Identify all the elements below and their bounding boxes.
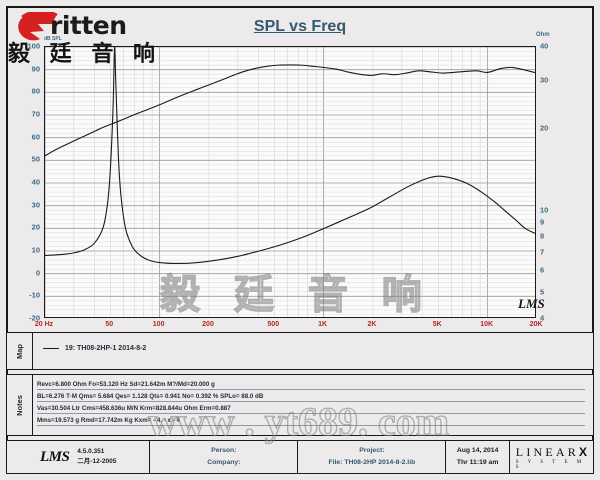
y-tick-left: 50 bbox=[31, 154, 40, 164]
footer-project-cell[interactable]: Project: File: TH08-2HP 2014-8-2.lib bbox=[298, 441, 447, 473]
y-tick-left: 30 bbox=[31, 200, 40, 210]
chart-legend[interactable]: 19: TH08-2HP-1 2014-8-2 bbox=[43, 345, 146, 352]
chart-plot-area bbox=[44, 46, 536, 318]
notes-panel-label: Notes bbox=[7, 375, 33, 435]
x-tick: 20 Hz bbox=[34, 321, 54, 328]
y-tick-left: 100 bbox=[27, 41, 40, 51]
footer-version-block: 4.5.0.351 二月-12-2005 bbox=[77, 447, 116, 467]
y-tick-left: 80 bbox=[31, 86, 40, 96]
map-label-text: Map bbox=[15, 343, 24, 359]
footer-version: 4.5.0.351 bbox=[77, 448, 105, 456]
lms-signature-mark: LMS bbox=[518, 296, 545, 311]
x-tick: 2K bbox=[367, 321, 377, 328]
footer-project-label: Project: bbox=[359, 447, 385, 455]
notes-label-text: Notes bbox=[15, 394, 24, 416]
y-tick-right: 10 bbox=[540, 205, 549, 215]
y-tick-left: 0 bbox=[35, 268, 40, 278]
footer-person-label: Person: bbox=[211, 447, 237, 455]
y-tick-left: 60 bbox=[31, 132, 40, 142]
vendor-name: LINEARX bbox=[516, 445, 587, 460]
footer-bar: LMS 4.5.0.351 二月-12-2005 Person: Company… bbox=[6, 440, 594, 474]
x-tick: 500 bbox=[267, 321, 280, 328]
footer-datetime-cell: Aug 14, 2014 Thr 11:19 am bbox=[446, 441, 510, 473]
footer-file-label: File: TH08-2HP 2014-8-2.lib bbox=[328, 459, 416, 466]
footer-date: Aug 14, 2014 bbox=[456, 447, 499, 455]
footer-person-cell[interactable]: Person: Company: bbox=[150, 441, 299, 473]
y-tick-left: -10 bbox=[29, 290, 40, 300]
footer-company-label: Company: bbox=[207, 459, 241, 466]
footer-time: Thr 11:19 am bbox=[456, 459, 499, 466]
x-tick: 5K bbox=[432, 321, 442, 328]
page-title: SPL vs Freq bbox=[253, 18, 347, 35]
x-tick: 10K bbox=[480, 321, 494, 328]
y-tick-right: 20 bbox=[540, 123, 549, 133]
vendor-logo: LINEARX S Y S T E M S bbox=[510, 441, 593, 473]
lms-logo: LMS bbox=[39, 448, 70, 465]
y-tick-right: 30 bbox=[540, 75, 549, 85]
x-tick: 100 bbox=[152, 321, 165, 328]
x-tick: 50 bbox=[105, 321, 114, 328]
y-tick-right: 4 bbox=[540, 313, 545, 323]
footer-app-cell: LMS 4.5.0.351 二月-12-2005 bbox=[7, 441, 151, 473]
y-tick-right: 7 bbox=[540, 247, 545, 257]
y-tick-right: 6 bbox=[540, 265, 545, 275]
y-axis-unit-left: dB SPL bbox=[44, 36, 62, 42]
chart-svg bbox=[45, 47, 535, 317]
y-tick-left: -20 bbox=[29, 313, 40, 323]
vendor-name-text: LINEAR bbox=[515, 444, 579, 459]
legend-item-label: 19: TH08-2HP-1 2014-8-2 bbox=[65, 345, 147, 352]
notes-line: Mms=19.573 g Rmd=17.742m Kg Kxm= - 4. - … bbox=[37, 417, 585, 426]
notes-line: Vas=30.504 Ltr Cms=458.636u M/N Krm=828.… bbox=[37, 405, 585, 414]
x-tick: 20K bbox=[529, 321, 543, 328]
notes-panel: Notes Revc=6.800 Ohm Fo=53.120 Hz Sd=21.… bbox=[6, 374, 594, 436]
footer-build-date: 二月-12-2005 bbox=[77, 458, 117, 465]
notes-line: Revc=6.800 Ohm Fo=53.120 Hz Sd=21.642m M… bbox=[37, 381, 585, 390]
legend-line-swatch bbox=[43, 348, 59, 349]
notes-line: BL=6.276 T·M Qms= 5.684 Qes= 1.128 Qts= … bbox=[37, 393, 585, 402]
vendor-subtitle: S Y S T E M S bbox=[515, 459, 586, 470]
y-tick-left: 40 bbox=[31, 177, 40, 187]
chart-canvas bbox=[44, 46, 536, 318]
map-panel: Map 19: TH08-2HP-1 2014-8-2 bbox=[6, 332, 594, 370]
y-tick-right: 8 bbox=[540, 231, 545, 241]
y-tick-left: 70 bbox=[31, 109, 40, 119]
y-tick-left: 20 bbox=[31, 222, 40, 232]
y-axis-unit-right: Ohm bbox=[536, 32, 550, 38]
y-tick-right: 5 bbox=[540, 287, 545, 297]
vendor-mark-text: X bbox=[579, 444, 588, 459]
map-panel-label: Map bbox=[7, 333, 33, 369]
y-tick-right: 40 bbox=[540, 41, 549, 51]
y-tick-left: 10 bbox=[31, 245, 40, 255]
y-tick-right: 9 bbox=[540, 217, 545, 227]
x-tick: 1K bbox=[318, 321, 328, 328]
y-tick-left: 90 bbox=[31, 64, 40, 74]
x-tick: 200 bbox=[202, 321, 214, 328]
